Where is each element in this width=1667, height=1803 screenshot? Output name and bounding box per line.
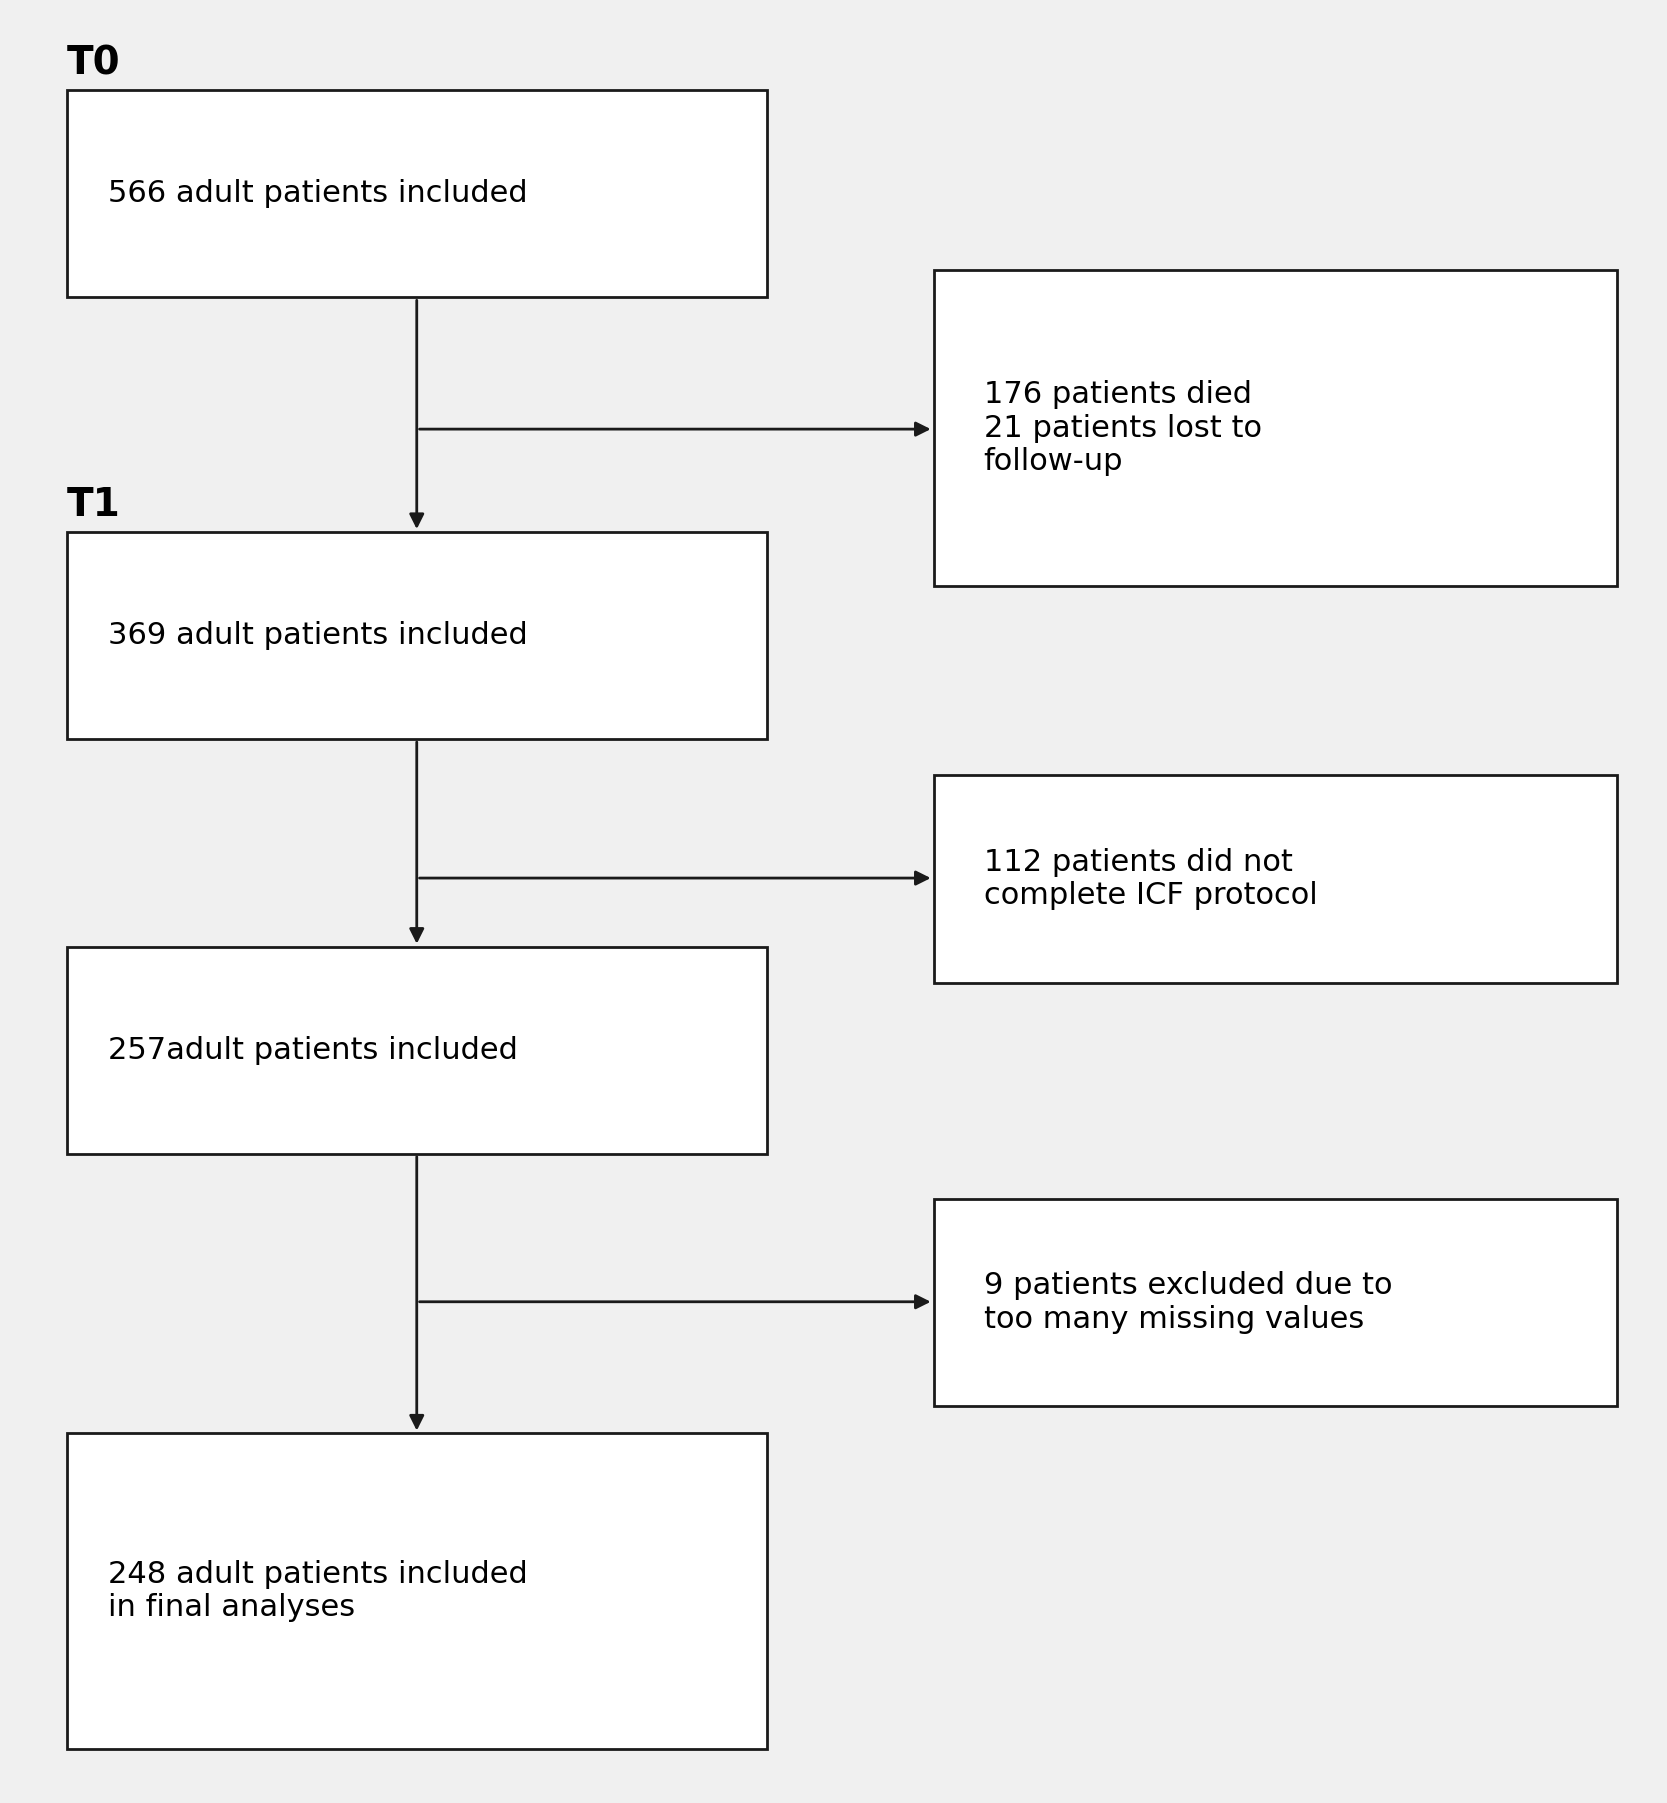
Text: T1: T1	[67, 485, 120, 525]
Text: 369 adult patients included: 369 adult patients included	[108, 620, 528, 651]
Text: 248 adult patients included
in final analyses: 248 adult patients included in final ana…	[108, 1560, 528, 1623]
FancyBboxPatch shape	[67, 532, 767, 739]
Text: 9 patients excluded due to
too many missing values: 9 patients excluded due to too many miss…	[984, 1271, 1392, 1334]
FancyBboxPatch shape	[934, 775, 1617, 983]
Text: 566 adult patients included: 566 adult patients included	[108, 178, 528, 209]
FancyBboxPatch shape	[67, 1433, 767, 1749]
FancyBboxPatch shape	[934, 270, 1617, 586]
FancyBboxPatch shape	[934, 1199, 1617, 1406]
Text: T0: T0	[67, 43, 120, 83]
Text: 112 patients did not
complete ICF protocol: 112 patients did not complete ICF protoc…	[984, 847, 1317, 911]
FancyBboxPatch shape	[67, 90, 767, 297]
FancyBboxPatch shape	[67, 947, 767, 1154]
Text: 257adult patients included: 257adult patients included	[108, 1035, 518, 1066]
Text: 176 patients died
21 patients lost to
follow-up: 176 patients died 21 patients lost to fo…	[984, 380, 1262, 476]
